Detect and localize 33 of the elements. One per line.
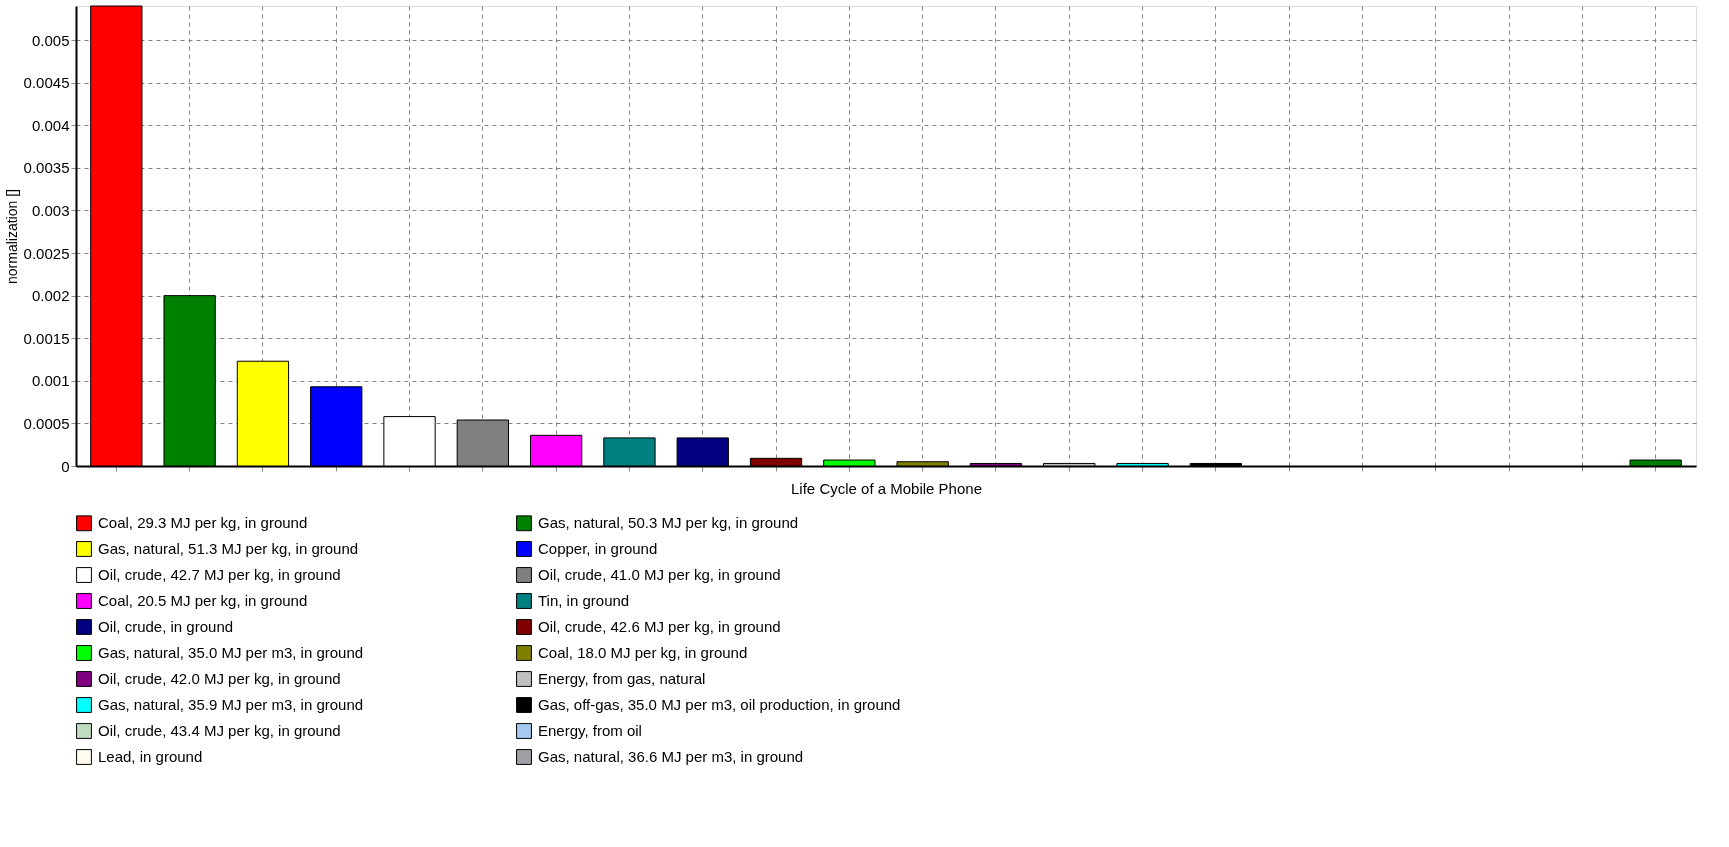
legend-label: Oil, crude, in ground (98, 618, 234, 635)
y-tick-label: 0.001 (31, 372, 70, 390)
legend-label: Oil, crude, 42.7 MJ per kg, in ground (98, 566, 341, 583)
legend-label: Copper, in ground (538, 540, 658, 557)
legend-label: Energy, from gas, natural (538, 670, 706, 687)
legend-label: Energy, from oil (538, 722, 642, 739)
legend-label: Gas, off-gas, 35.0 MJ per m3, oil production, in ground (538, 696, 901, 713)
y-tick-label: 0.0045 (23, 74, 70, 92)
legend-label: Coal, 18.0 MJ per kg, in ground (538, 644, 748, 661)
legend-label: Oil, crude, 41.0 MJ per kg, in ground (538, 566, 781, 583)
legend-label: Coal, 20.5 MJ per kg, in ground (98, 592, 308, 609)
y-tick-label: 0.0005 (23, 414, 70, 432)
y-axis-title: normalization [] (3, 189, 20, 284)
y-tick-label: 0.0015 (23, 329, 70, 347)
x-tick-label: Life Cycle of a Mobile Phone (791, 480, 982, 497)
legend-label: Gas, natural, 50.3 MJ per kg, in ground (538, 514, 799, 532)
y-tick-label: 0.0035 (23, 159, 70, 177)
legend-label: Coal, 29.3 MJ per kg, in ground (98, 514, 308, 532)
y-tick-label: 0.003 (31, 201, 70, 219)
y-tick-label: 0.002 (31, 287, 70, 305)
y-tick-label: 0 (61, 457, 70, 475)
legend-label: Gas, natural, 36.6 MJ per m3, in ground (538, 748, 804, 765)
legend-label: Tin, in ground (538, 592, 630, 609)
y-tick-label: 0.0025 (23, 244, 70, 262)
legend-label: Oil, crude, 42.0 MJ per kg, in ground (98, 670, 341, 687)
legend-label: Oil, crude, 42.6 MJ per kg, in ground (538, 618, 781, 635)
legend-label: Oil, crude, 43.4 MJ per kg, in ground (98, 722, 341, 739)
legend-label: Gas, natural, 35.0 MJ per m3, in ground (98, 644, 364, 661)
legend-label: Gas, natural, 51.3 MJ per kg, in ground (98, 540, 359, 557)
y-tick-label: 0.005 (31, 31, 70, 49)
legend-label: Gas, natural, 35.9 MJ per m3, in ground (98, 696, 364, 713)
y-tick-label: 0.004 (31, 116, 70, 134)
legend-label: Lead, in ground (98, 748, 203, 765)
